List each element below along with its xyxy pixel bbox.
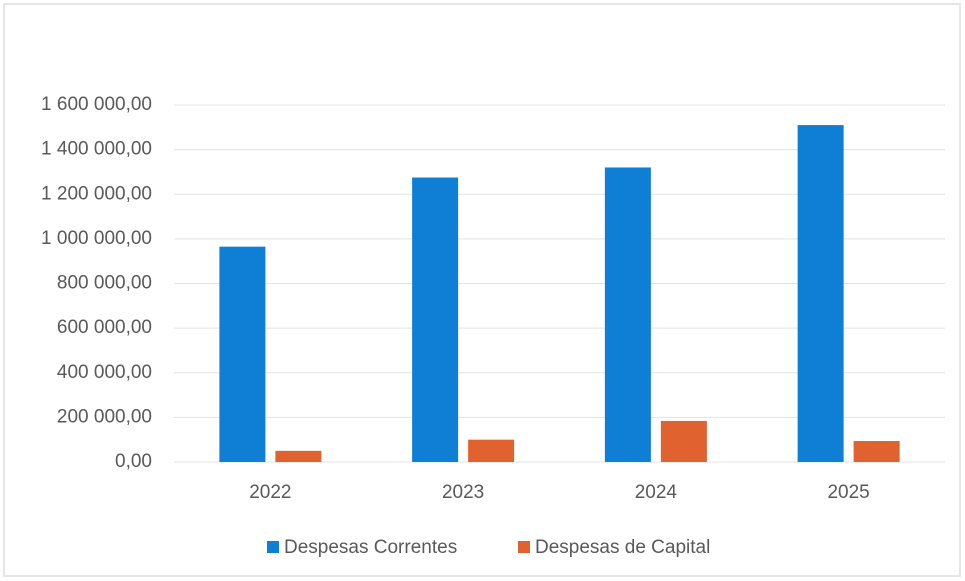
bar — [412, 177, 459, 462]
y-tick-label: 400 000,00 — [57, 362, 152, 383]
bar — [604, 167, 651, 462]
x-tick-label: 2025 — [827, 482, 869, 503]
legend-swatch — [518, 541, 530, 553]
bar — [275, 450, 322, 462]
legend-label: Despesas Correntes — [284, 537, 457, 558]
bar — [853, 441, 900, 462]
y-tick-label: 800 000,00 — [57, 273, 152, 294]
legend-swatch — [267, 541, 279, 553]
y-tick-label: 0,00 — [115, 451, 152, 472]
y-tick-label: 1 000 000,00 — [41, 228, 152, 249]
y-tick-label: 600 000,00 — [57, 317, 152, 338]
bar — [660, 420, 707, 462]
bar — [468, 439, 515, 462]
bar — [797, 125, 844, 463]
x-tick-label: 2023 — [442, 482, 484, 503]
x-tick-label: 2022 — [249, 482, 291, 503]
y-tick-label: 1 400 000,00 — [41, 139, 152, 160]
x-tick-label: 2024 — [635, 482, 678, 503]
y-tick-label: 1 200 000,00 — [41, 183, 152, 204]
bar — [219, 246, 266, 462]
y-tick-label: 1 600 000,00 — [41, 94, 152, 115]
y-tick-label: 200 000,00 — [57, 406, 152, 427]
legend-label: Despesas de Capital — [535, 537, 710, 558]
